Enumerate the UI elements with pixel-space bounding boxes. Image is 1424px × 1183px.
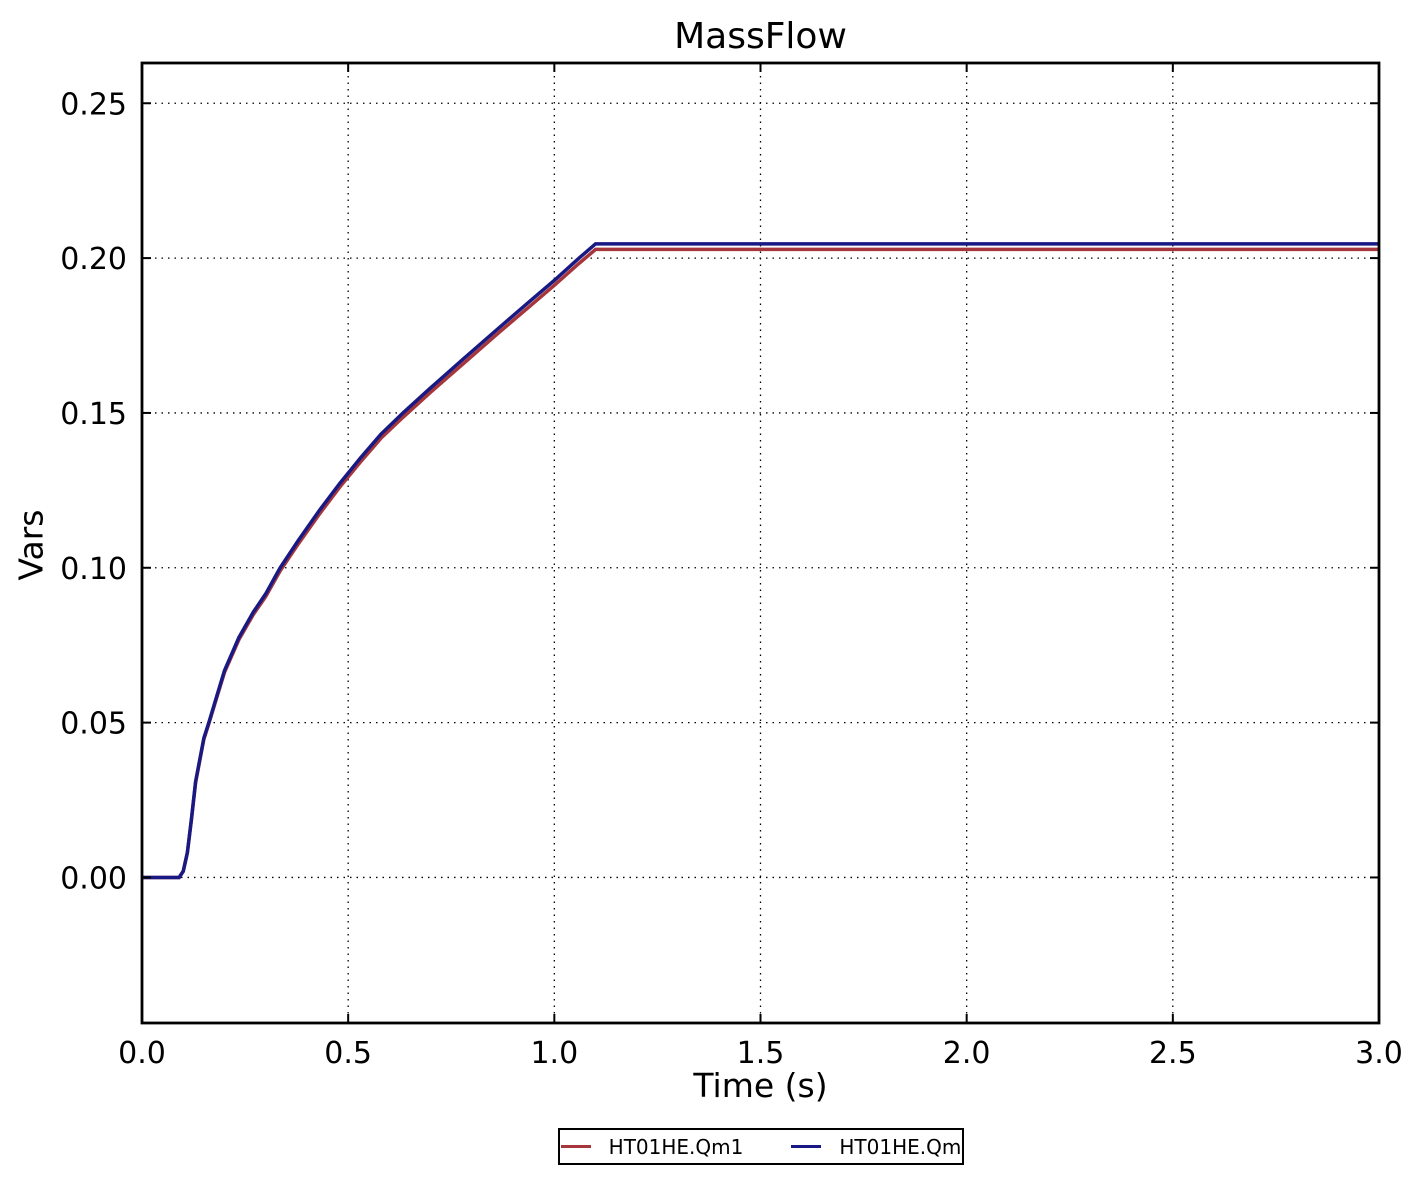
legend-line-sample-qm1	[560, 1145, 591, 1148]
legend-item-qm: HT01HE.Qm	[791, 1135, 961, 1159]
x-tick-label: 1.5	[737, 1036, 785, 1071]
y-tick-label: 0.00	[60, 861, 127, 896]
x-axis-label: Time (s)	[693, 1066, 828, 1105]
chart-title: MassFlow	[674, 16, 847, 57]
y-tick-label: 0.10	[60, 552, 127, 587]
legend-label-qm1: HT01HE.Qm1	[608, 1134, 744, 1159]
x-tick-label: 2.0	[943, 1036, 991, 1071]
x-tick-label: 1.0	[530, 1036, 578, 1071]
x-tick-label: 3.0	[1355, 1036, 1403, 1071]
y-tick-label: 0.05	[60, 707, 127, 742]
y-tick-label: 0.25	[60, 87, 127, 122]
legend-label-qm: HT01HE.Qm	[839, 1134, 962, 1159]
y-tick-label: 0.20	[60, 242, 127, 277]
x-tick-label: 2.5	[1149, 1036, 1197, 1071]
x-tick-label: 0.5	[324, 1036, 372, 1071]
legend-line-sample-qm	[791, 1145, 822, 1148]
x-tick-label: 0.0	[118, 1036, 166, 1071]
y-axis-label: Vars	[11, 509, 51, 581]
y-tick-label: 0.15	[60, 397, 127, 432]
series-line-ht01he-qm	[142, 242, 1379, 880]
legend-item-qm1: HT01HE.Qm1	[560, 1134, 744, 1159]
legend: HT01HE.Qm1 HT01HE.Qm	[558, 1128, 964, 1165]
